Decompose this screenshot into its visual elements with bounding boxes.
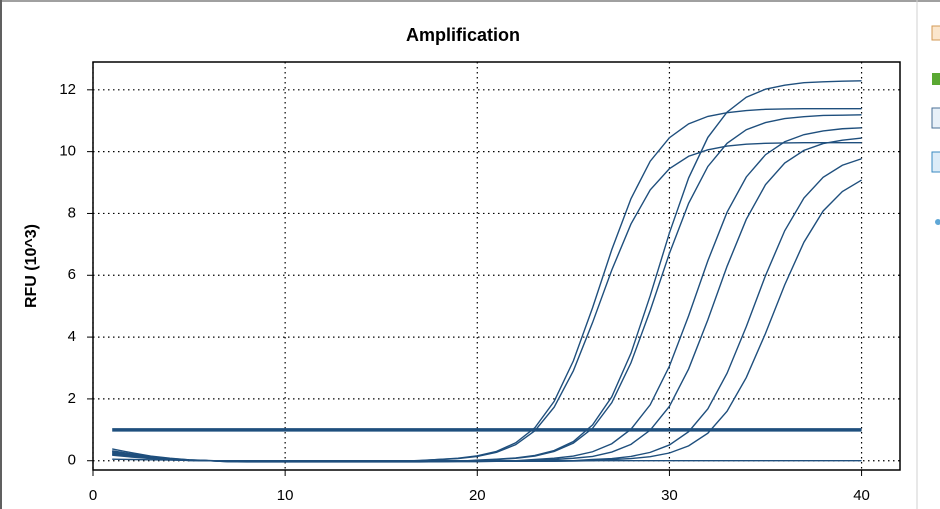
x-tick-label: 10 bbox=[277, 487, 294, 504]
legend-icon bbox=[935, 219, 940, 225]
x-tick-label: 40 bbox=[853, 487, 870, 504]
y-tick-label: 10 bbox=[59, 143, 76, 160]
x-tick-label: 0 bbox=[89, 487, 97, 504]
y-tick-label: 6 bbox=[68, 266, 76, 283]
plot-area bbox=[112, 80, 862, 463]
legend-icon bbox=[932, 73, 940, 85]
x-tick-label: 30 bbox=[661, 487, 678, 504]
y-tick-label: 12 bbox=[59, 81, 76, 98]
y-tick-label: 8 bbox=[68, 204, 76, 221]
y-axis-title: RFU (10^3) bbox=[23, 224, 40, 308]
plot-frame bbox=[92, 61, 901, 471]
legend-icon bbox=[931, 107, 940, 129]
chart-title: Amplification bbox=[406, 25, 520, 45]
legend-icon bbox=[931, 151, 940, 173]
y-tick-label: 2 bbox=[68, 390, 76, 407]
x-tick-label: 20 bbox=[469, 487, 486, 504]
amplification-curve bbox=[112, 458, 862, 462]
y-tick-label: 0 bbox=[68, 452, 76, 469]
y-tick-label: 4 bbox=[68, 328, 76, 345]
legend-icon bbox=[931, 25, 940, 41]
